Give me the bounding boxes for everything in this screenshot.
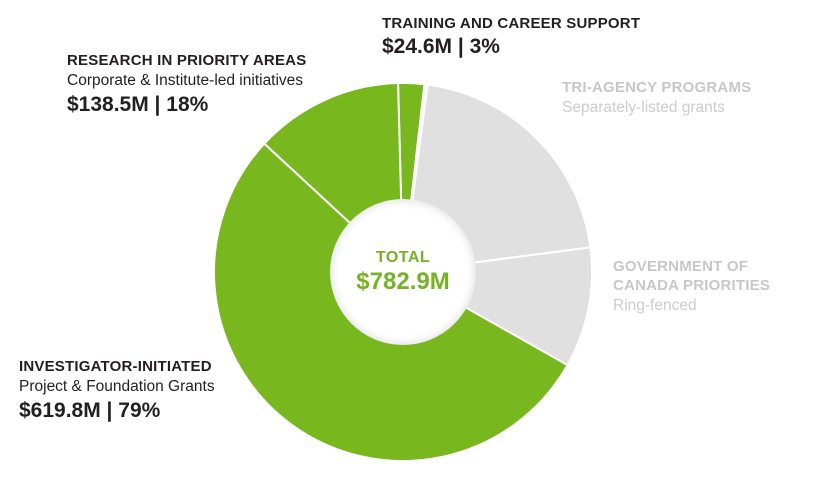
tri-agency-subtitle: Separately-listed grants — [562, 99, 725, 116]
label-government-of-canada-priorities: GOVERNMENT OF CANADA PRIORITIES Ring-fen… — [613, 258, 770, 316]
center-total-value: $782.9M — [356, 268, 450, 295]
center-total-label: TOTAL — [375, 249, 431, 266]
training-title: TRAINING AND CAREER SUPPORT — [382, 15, 641, 32]
label-research-in-priority-areas: RESEARCH IN PRIORITY AREAS Corporate & I… — [67, 51, 306, 118]
label-training-and-career-support: TRAINING AND CAREER SUPPORT $24.6M | 3% — [382, 14, 640, 60]
label-tri-agency-programs: TRI-AGENCY PROGRAMS Separately-listed gr… — [562, 78, 751, 118]
training-value: $24.6M | 3% — [382, 35, 500, 58]
label-investigator-initiated: INVESTIGATOR-INITIATED Project & Foundat… — [19, 357, 215, 424]
government-title-line2: CANADA PRIORITIES — [613, 276, 771, 294]
investigator-title: INVESTIGATOR-INITIATED — [19, 358, 212, 375]
government-title-line1: GOVERNMENT OF — [613, 258, 749, 275]
investigator-subtitle: Project & Foundation Grants — [19, 378, 215, 395]
research-value: $138.5M | 18% — [67, 93, 209, 116]
research-title: RESEARCH IN PRIORITY AREAS — [67, 52, 307, 69]
government-subtitle: Ring-fenced — [613, 297, 697, 314]
donut-center-hole: TOTAL $782.9M — [330, 199, 476, 345]
tri-agency-title: TRI-AGENCY PROGRAMS — [562, 79, 752, 96]
research-subtitle: Corporate & Institute-led initiatives — [67, 72, 304, 89]
investigator-value: $619.8M | 79% — [19, 399, 161, 422]
